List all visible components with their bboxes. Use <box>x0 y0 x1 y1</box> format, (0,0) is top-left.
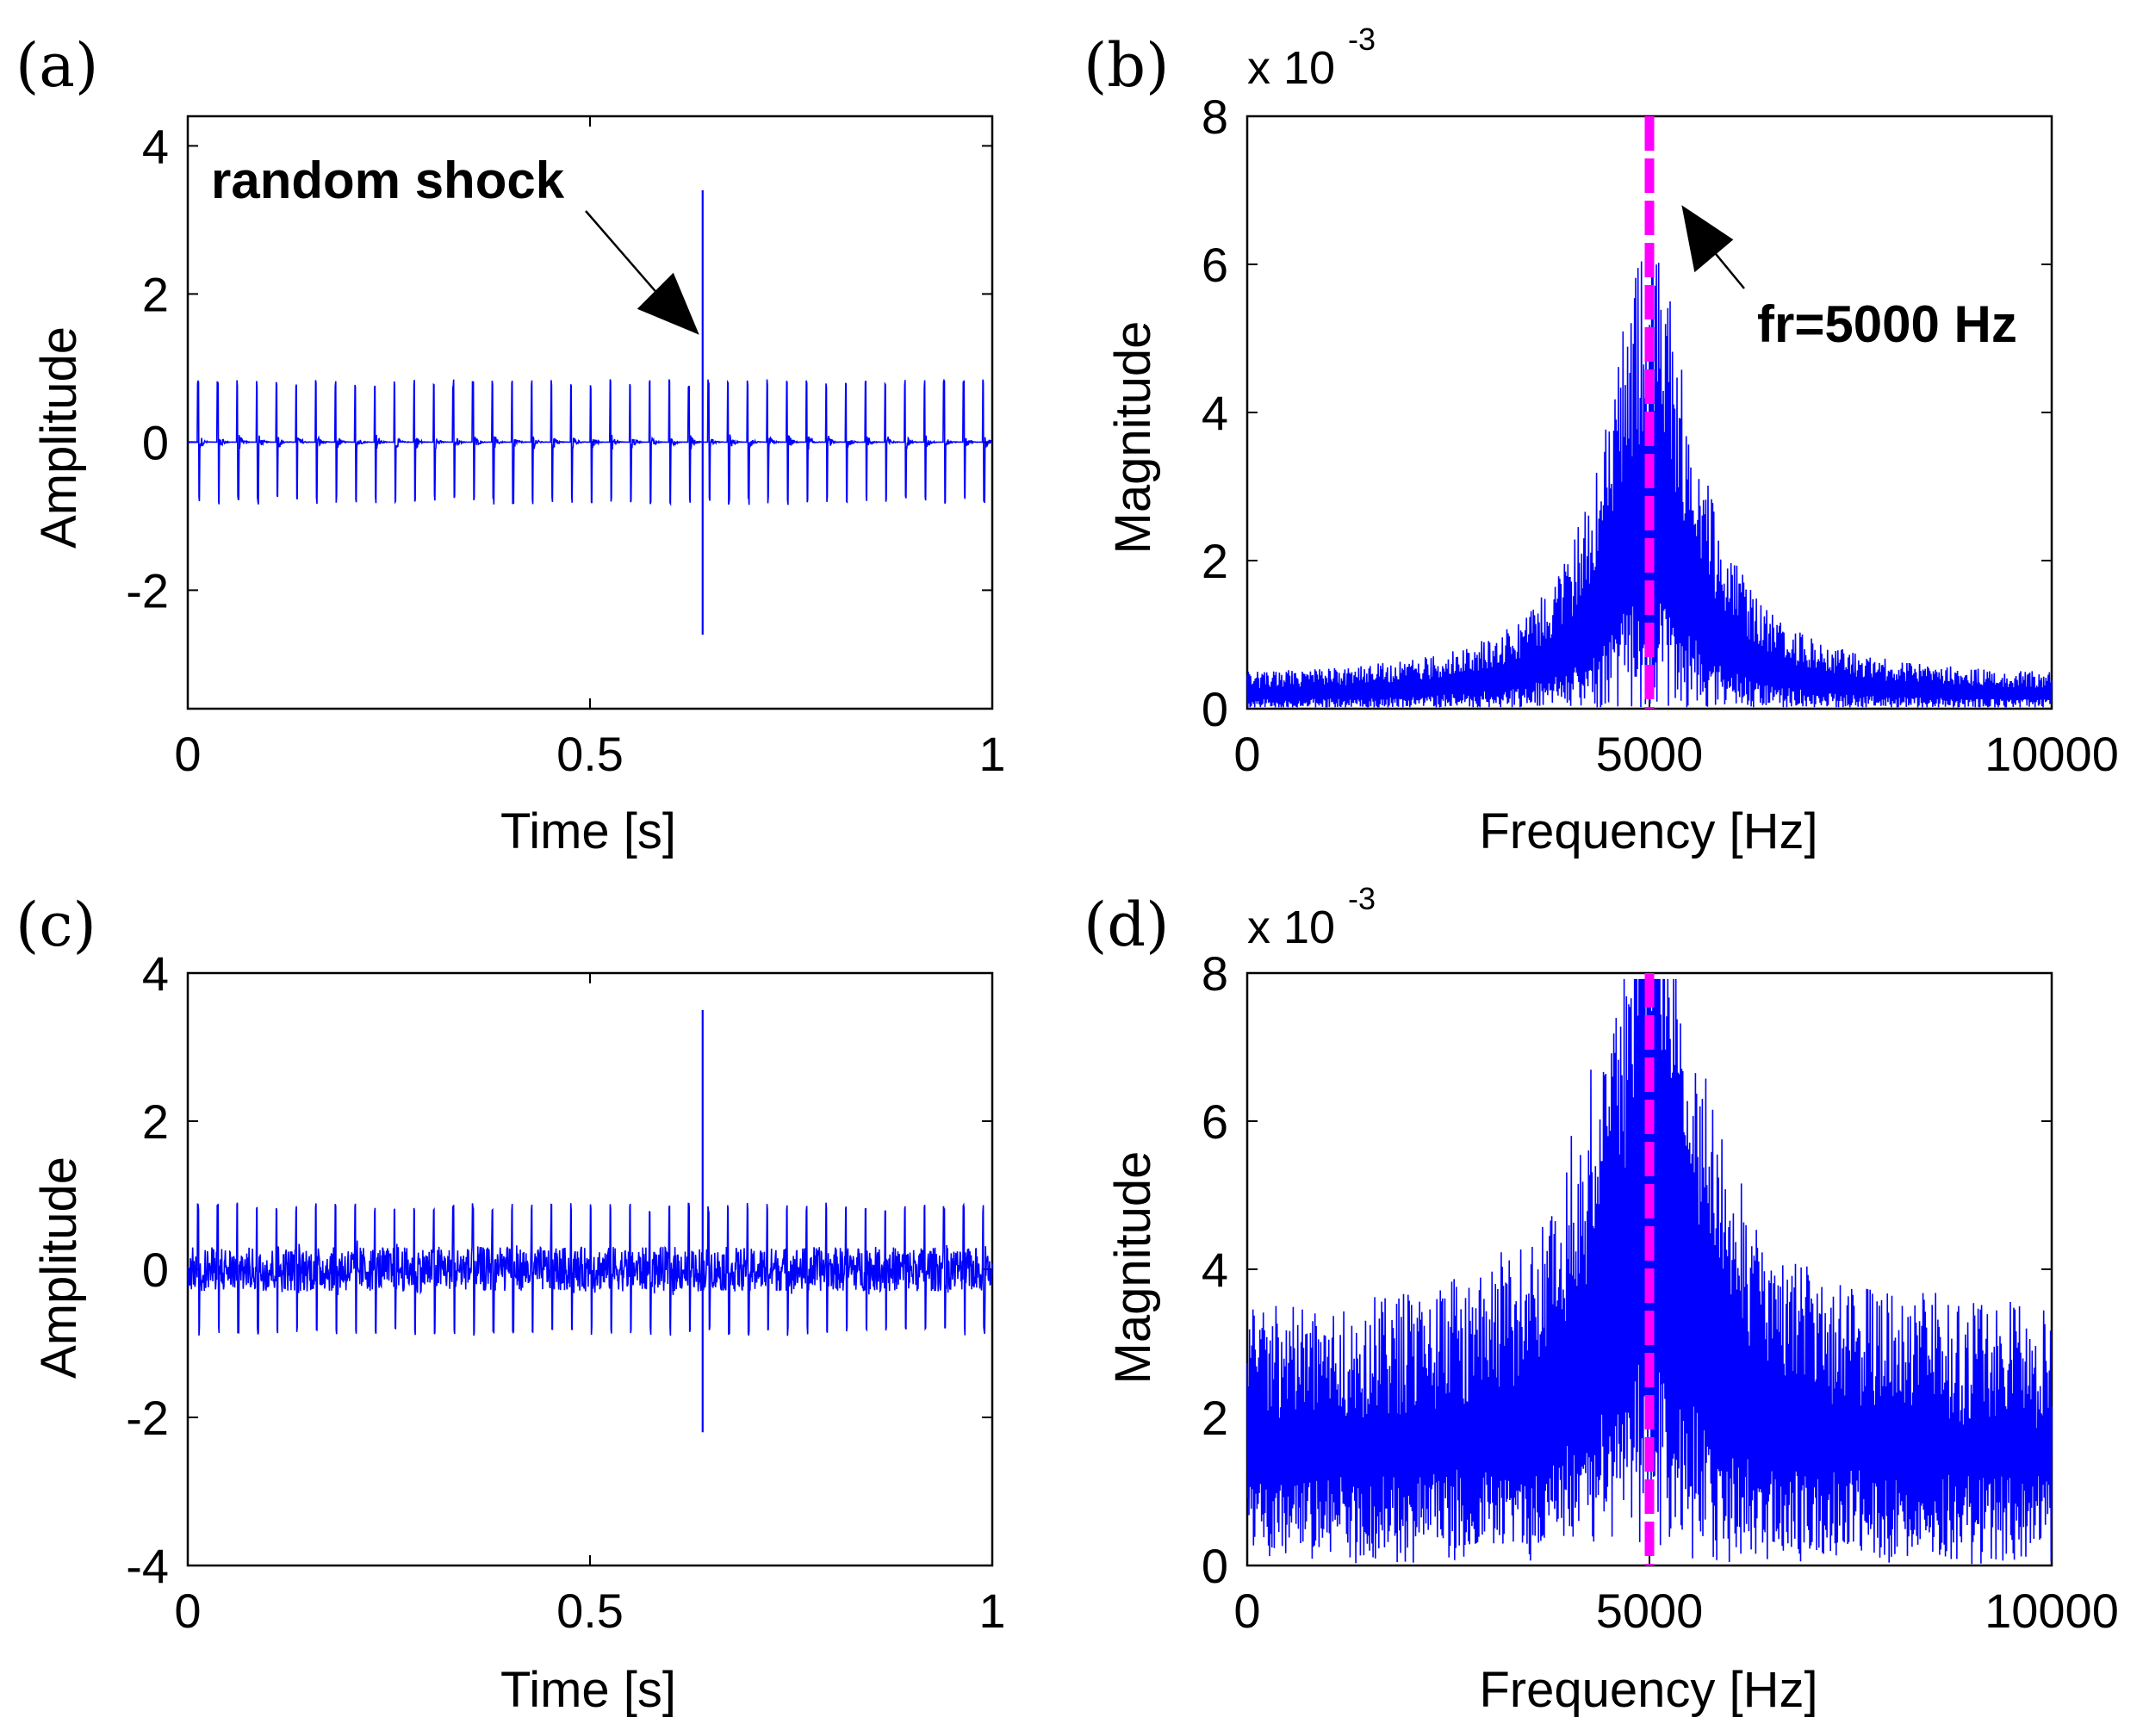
x-tick-label-c: 0 <box>174 1584 201 1638</box>
y-tick-label-a: 0 <box>142 415 169 469</box>
panel-d: (d) x 10 -3 0 5000 10000 0 2 4 6 8 Frequency [H… <box>1084 881 2119 1718</box>
y-tick-label-a: 2 <box>142 267 169 321</box>
y-tick-label-b: 6 <box>1202 238 1228 292</box>
plot-b: 0 5000 10000 0 2 4 6 8 <box>1202 90 2119 781</box>
x-tick-label-a: 0.5 <box>556 727 624 781</box>
exponent-power-b: -3 <box>1348 22 1376 57</box>
xlabel-a: Time [s] <box>500 803 676 859</box>
ylabel-c: Amplitude <box>31 1156 87 1379</box>
x-tick-label-d: 5000 <box>1596 1584 1704 1638</box>
signal-line-c <box>187 1202 993 1336</box>
panel-label-d: (d) <box>1084 890 1169 960</box>
panel-label-b: (b) <box>1084 30 1169 101</box>
annotation-arrow-line-a <box>585 210 666 303</box>
y-tick-label-a: -2 <box>126 563 169 617</box>
x-tick-label-a: 1 <box>978 727 1005 781</box>
annotation-fr: fr=5000 Hz <box>1757 295 2017 353</box>
plot-c: 0 0.5 1 -4 -2 0 2 4 <box>126 946 1005 1638</box>
y-tick-label-d: 2 <box>1202 1391 1228 1445</box>
ylabel-a: Amplitude <box>31 326 87 549</box>
panel-label-c: (c) <box>16 890 96 960</box>
y-tick-label-d: 6 <box>1202 1094 1228 1149</box>
y-tick-label-b: 2 <box>1202 534 1228 588</box>
y-tick-label-d: 8 <box>1202 946 1228 1001</box>
y-tick-label-b: 4 <box>1202 386 1228 440</box>
x-tick-label-c: 1 <box>978 1584 1005 1638</box>
exponent-label-b: x 10 <box>1247 42 1335 94</box>
panel-label-a: (a) <box>16 30 98 101</box>
ylabel-b: Magnitude <box>1105 321 1161 555</box>
y-tick-label-c: 0 <box>142 1243 169 1297</box>
y-tick-label-b: 0 <box>1202 682 1228 736</box>
xlabel-b: Frequency [Hz] <box>1479 803 1817 859</box>
annotation-random-shock: random shock <box>211 152 565 209</box>
spectrum-line-b <box>1246 252 2053 708</box>
ylabel-d: Magnitude <box>1105 1151 1161 1385</box>
x-tick-label-d: 10000 <box>1985 1584 2119 1638</box>
x-tick-label-b: 5000 <box>1596 727 1704 781</box>
x-tick-label-a: 0 <box>174 727 201 781</box>
x-tick-label-b: 0 <box>1233 727 1260 781</box>
x-tick-label-c: 0.5 <box>556 1584 624 1638</box>
x-tick-label-b: 10000 <box>1985 727 2119 781</box>
xlabel-c: Time [s] <box>500 1662 676 1718</box>
plot-d: 0 5000 10000 0 2 4 6 8 <box>1202 946 2119 1638</box>
signal-line-a <box>187 378 993 506</box>
panel-b: (b) x 10 -3 0 5000 10000 0 2 4 6 8 Frequency [H… <box>1084 22 2119 859</box>
exponent-label-d: x 10 <box>1247 902 1335 953</box>
y-tick-label-b: 8 <box>1202 90 1228 144</box>
y-tick-label-c: 2 <box>142 1094 169 1149</box>
y-tick-label-a: 4 <box>142 119 169 173</box>
annotation-arrowhead-b <box>1681 205 1734 273</box>
y-tick-label-c: -2 <box>126 1391 169 1445</box>
panel-c: (c) 0 0.5 1 -4 -2 0 2 4 Time [s] Amplitude <box>16 890 1006 1718</box>
y-tick-label-d: 4 <box>1202 1243 1228 1297</box>
y-tick-label-d: 0 <box>1202 1539 1228 1593</box>
exponent-power-d: -3 <box>1348 881 1376 916</box>
panel-a: (a) 0 0.5 1 -2 0 2 4 Time [s] Amplitude random… <box>16 30 1006 859</box>
annotation-arrowhead-a <box>637 272 699 335</box>
xlabel-d: Frequency [Hz] <box>1479 1662 1817 1718</box>
plot-a: 0 0.5 1 -2 0 2 4 <box>126 115 1006 781</box>
y-tick-label-c: -4 <box>126 1539 169 1593</box>
y-tick-label-c: 4 <box>142 946 169 1001</box>
x-tick-label-d: 0 <box>1233 1584 1260 1638</box>
